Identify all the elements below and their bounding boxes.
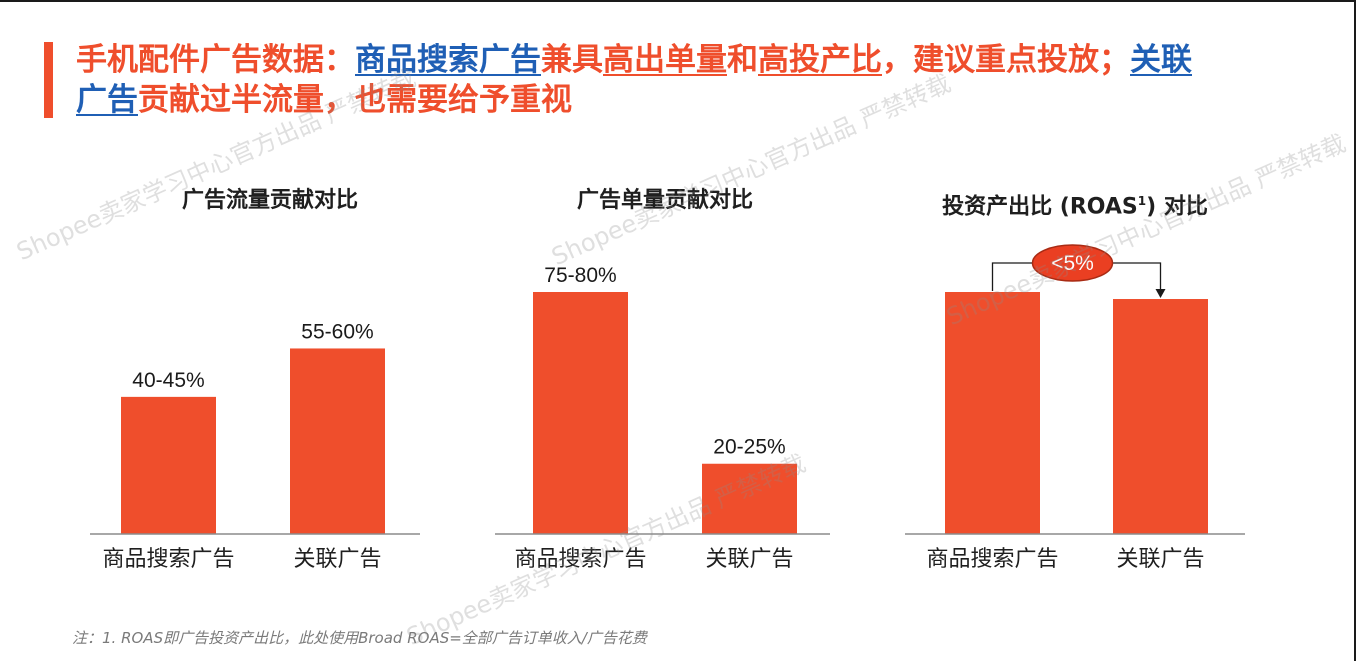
arrow-head-icon [1155,289,1166,299]
bar-2-1 [1113,299,1208,534]
title-segment: 兼具 [541,42,603,78]
data-label: 75-80% [544,264,616,287]
bar-2-0 [945,292,1040,534]
title-segment: 高出单量 [603,42,727,78]
bar-1-1 [702,463,797,534]
category-label: 关联广告 [293,547,381,572]
title-segment: ，建议重点投放； [882,42,1130,78]
data-label: 20-25% [713,436,785,459]
category-label: 商品搜索广告 [514,547,646,572]
category-label: 商品搜索广告 [926,547,1058,572]
annotation-label: <5% [1051,252,1094,275]
frame-top-line [0,0,1356,2]
title-segment: 贡献过半流量，也需要给予重视 [138,82,572,118]
data-label: 55-60% [301,320,373,343]
chart-title-roas-end: ) 对比 [1146,194,1208,220]
title-segment: 和 [727,42,758,78]
title-segment: 手机配件广告数据： [76,42,355,78]
bar-0-0 [121,396,216,534]
category-label: 商品搜索广告 [102,547,234,572]
chart-title-roas: 投资产出比 (ROAS1) 对比 [895,184,1255,220]
title-accent-bar [44,42,53,118]
bar-0-1 [290,348,385,534]
bar-1-0 [533,292,628,534]
page-title: 手机配件广告数据：商品搜索广告兼具高出单量和高投产比，建议重点投放；关联广告贡献… [76,40,1216,120]
title-segment: 高投产比 [758,42,882,78]
frame-right-line [1354,0,1356,661]
chart-title-roas-main: 投资产出比 (ROAS [942,194,1138,220]
data-label: 40-45% [132,369,204,392]
annotation-badge [1031,244,1114,282]
chart-title-orders: 广告单量贡献对比 [576,188,753,213]
category-label: 关联广告 [705,547,793,572]
chart-title-traffic: 广告流量贡献对比 [181,188,358,213]
title-segment: 关联广告 [76,42,1192,118]
footnote-marker: 1 [1137,194,1147,208]
footnote: 注：1. ROAS即广告投资产出比，此处使用Broad ROAS=全部广告订单收… [72,629,647,647]
title-segment: 商品搜索广告 [355,42,541,78]
category-label: 关联广告 [1116,547,1204,572]
